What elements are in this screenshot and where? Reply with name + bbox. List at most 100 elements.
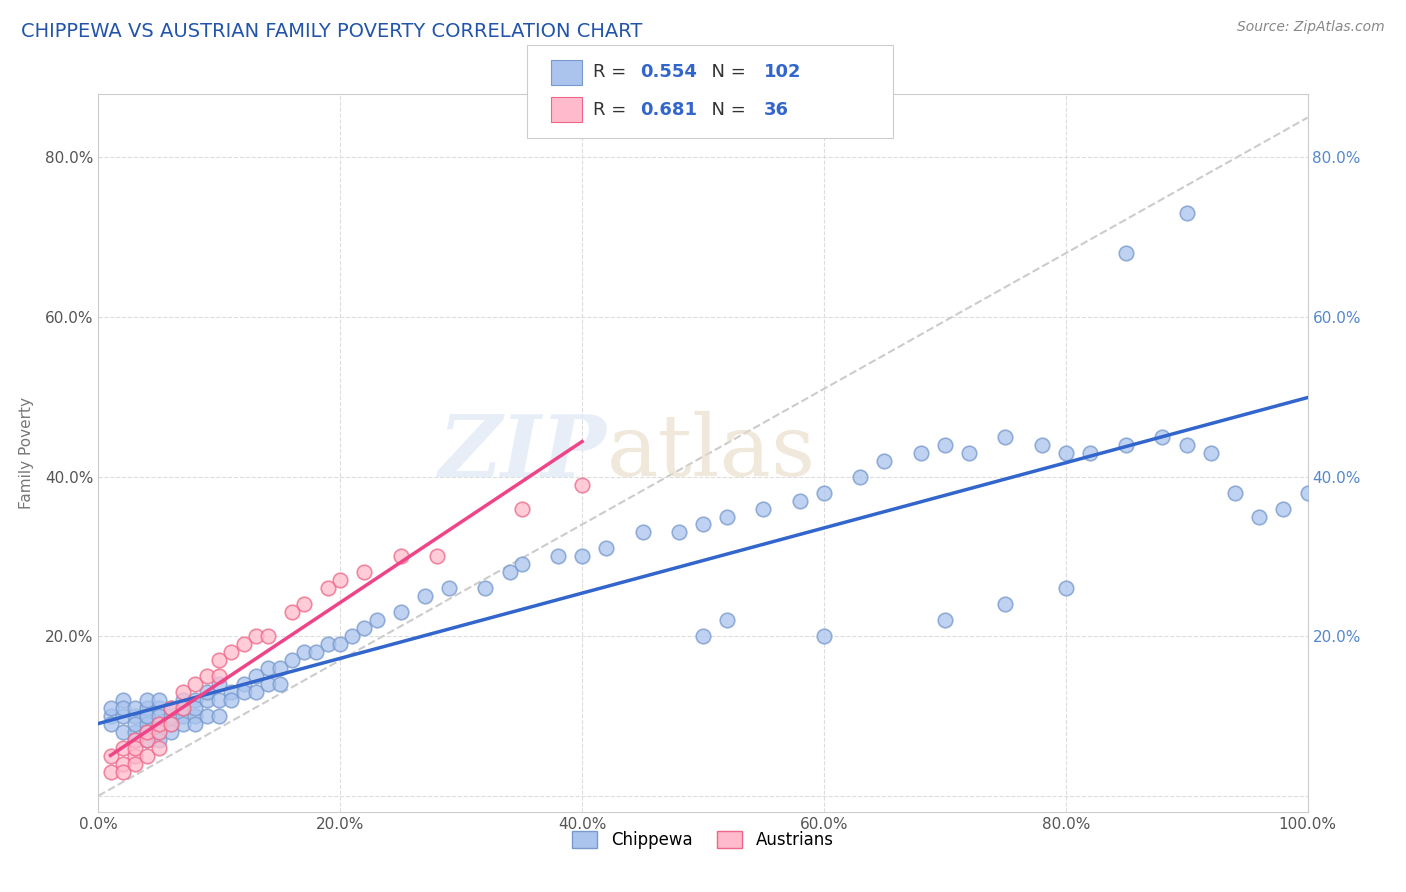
Point <box>135 748 157 763</box>
Point <box>716 509 738 524</box>
Point <box>389 549 412 564</box>
Point <box>184 693 207 707</box>
Point <box>934 438 956 452</box>
Point <box>245 669 267 683</box>
Point <box>716 613 738 627</box>
Point <box>510 501 533 516</box>
Point <box>124 725 146 739</box>
Point <box>172 709 194 723</box>
Point <box>281 605 304 619</box>
Point <box>353 566 375 580</box>
Point <box>160 717 183 731</box>
Point <box>160 701 183 715</box>
Point <box>426 549 449 564</box>
Point <box>353 621 375 635</box>
Point <box>1078 446 1101 460</box>
Point <box>316 637 339 651</box>
Point <box>389 605 412 619</box>
Point <box>1223 485 1246 500</box>
Point <box>195 685 218 699</box>
Legend: Chippewa, Austrians: Chippewa, Austrians <box>564 822 842 857</box>
Point <box>437 582 460 596</box>
Point <box>184 677 207 691</box>
Point <box>305 645 328 659</box>
Text: 36: 36 <box>763 101 789 119</box>
Point <box>195 709 218 723</box>
Point <box>184 701 207 715</box>
Point <box>342 629 364 643</box>
Point <box>994 430 1017 444</box>
Point <box>195 693 218 707</box>
Point <box>668 525 690 540</box>
Text: N =: N = <box>700 63 752 81</box>
Point <box>124 701 146 715</box>
Point <box>595 541 617 556</box>
Point <box>124 756 146 771</box>
Point <box>1054 582 1077 596</box>
Text: 0.681: 0.681 <box>640 101 697 119</box>
Point <box>1115 246 1137 260</box>
Text: CHIPPEWA VS AUSTRIAN FAMILY POVERTY CORRELATION CHART: CHIPPEWA VS AUSTRIAN FAMILY POVERTY CORR… <box>21 22 643 41</box>
Point <box>160 701 183 715</box>
Point <box>148 733 170 747</box>
Point <box>124 733 146 747</box>
Point <box>221 685 243 699</box>
Point <box>100 764 122 779</box>
Point <box>1175 206 1198 220</box>
Text: R =: R = <box>593 101 633 119</box>
Point <box>148 709 170 723</box>
Y-axis label: Family Poverty: Family Poverty <box>18 397 34 508</box>
Point <box>994 597 1017 611</box>
Point <box>172 717 194 731</box>
Point <box>957 446 980 460</box>
Point <box>873 453 896 467</box>
Point <box>256 677 278 691</box>
Point <box>571 477 593 491</box>
Point <box>269 677 291 691</box>
Point <box>813 629 835 643</box>
Point <box>172 693 194 707</box>
Point <box>135 725 157 739</box>
Point <box>148 717 170 731</box>
Point <box>100 748 122 763</box>
Point <box>124 740 146 755</box>
Point <box>245 629 267 643</box>
Point <box>1296 485 1319 500</box>
Point <box>1031 438 1053 452</box>
Point <box>281 653 304 667</box>
Point <box>631 525 654 540</box>
Point <box>256 661 278 675</box>
Point <box>934 613 956 627</box>
Point <box>413 590 436 604</box>
Point <box>135 725 157 739</box>
Point <box>292 597 315 611</box>
Point <box>221 645 243 659</box>
Point <box>100 709 122 723</box>
Point <box>135 733 157 747</box>
Point <box>498 566 520 580</box>
Point <box>232 637 254 651</box>
Point <box>232 677 254 691</box>
Point <box>510 558 533 572</box>
Point <box>135 693 157 707</box>
Point <box>256 629 278 643</box>
Point <box>1054 446 1077 460</box>
Point <box>1175 438 1198 452</box>
Point <box>752 501 775 516</box>
Point <box>135 709 157 723</box>
Point <box>1199 446 1222 460</box>
Point <box>172 701 194 715</box>
Point <box>208 709 231 723</box>
Point <box>329 637 352 651</box>
Point <box>111 693 134 707</box>
Point <box>269 661 291 675</box>
Point <box>111 740 134 755</box>
Point <box>160 709 183 723</box>
Text: 102: 102 <box>763 63 801 81</box>
Point <box>148 693 170 707</box>
Point <box>1152 430 1174 444</box>
Point <box>135 733 157 747</box>
Point <box>148 725 170 739</box>
Point <box>221 693 243 707</box>
Point <box>329 574 352 588</box>
